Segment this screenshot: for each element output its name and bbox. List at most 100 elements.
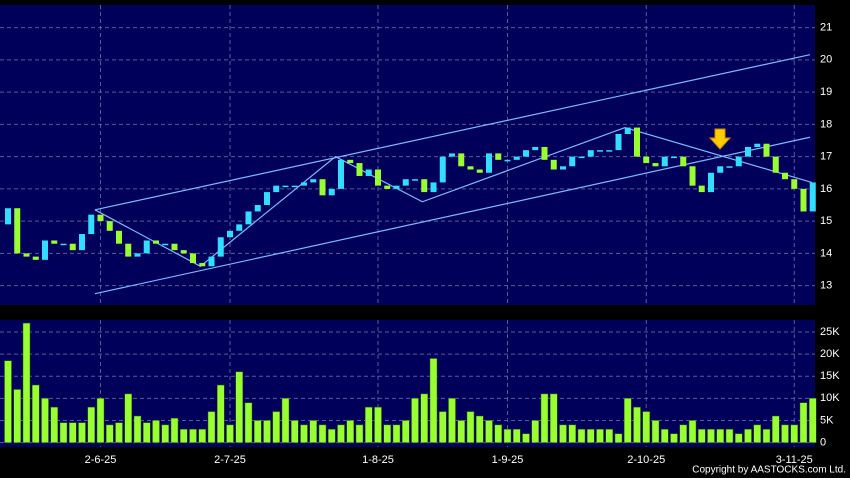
volume-bar (50, 406, 58, 443)
volume-bar (309, 420, 317, 443)
volume-bar (781, 424, 789, 443)
volume-bar (115, 422, 123, 443)
volume-bar (383, 424, 391, 443)
volume-bar (725, 429, 734, 443)
volume-bar (87, 406, 95, 443)
volume-bar (624, 398, 632, 443)
volume-bar (577, 429, 586, 443)
candle (458, 153, 465, 167)
volume-bar (152, 420, 160, 443)
volume-bar (411, 398, 419, 443)
volume-bar (596, 429, 604, 443)
candle (365, 169, 372, 176)
candle (513, 156, 520, 160)
y-tick-label: 19 (820, 86, 832, 98)
candle (745, 146, 751, 157)
candle (532, 146, 539, 151)
y-tick-label: 20 (820, 54, 832, 66)
candle (439, 156, 446, 183)
candle (97, 214, 104, 222)
candle (486, 153, 492, 173)
x-tick-label: 2-6-25 (85, 454, 117, 466)
candle (301, 182, 307, 186)
candle (735, 156, 742, 167)
candle (550, 159, 557, 170)
volume-bar (494, 424, 502, 443)
candle (597, 150, 603, 152)
volume-bar (716, 429, 724, 443)
x-tick-label: 2-10-25 (627, 454, 665, 466)
candle (402, 179, 409, 186)
candle (541, 146, 548, 160)
candle (717, 166, 724, 173)
candle (116, 230, 122, 244)
y-tick-label: 0 (820, 436, 826, 448)
y-tick-label: 14 (820, 247, 832, 259)
candle (800, 188, 807, 212)
candle (319, 179, 326, 196)
volume-bar (485, 420, 493, 443)
y-tick-label: 15 (820, 215, 832, 227)
volume-bar (587, 429, 595, 443)
candle (467, 166, 474, 170)
volume-bar (420, 393, 428, 443)
candle (698, 185, 705, 193)
volume-bar (809, 398, 817, 443)
volume-bar (198, 429, 206, 443)
candle (689, 166, 696, 186)
volume-bar (161, 424, 169, 443)
candle (236, 224, 243, 231)
candle (264, 192, 270, 205)
candle (578, 156, 585, 159)
candle (356, 163, 363, 176)
volume-bar (772, 415, 780, 443)
volume-bar (439, 411, 447, 443)
candle (282, 185, 289, 188)
plot-layer: 13 14 15 16 17 18 19 20 21 0 5K 10K 15K 20K 25K 2-6-25 2… (0, 5, 840, 466)
volume-bar (217, 384, 225, 443)
volume-bar (466, 411, 475, 443)
y-tick-label: 25K (820, 326, 840, 338)
volume-bar (254, 420, 262, 443)
volume-bar (642, 411, 650, 443)
volume-bar (540, 393, 549, 443)
volume-bar (679, 424, 687, 443)
volume-bar (69, 422, 77, 443)
candle (587, 150, 594, 157)
volume-bar (328, 429, 336, 443)
candle (245, 211, 252, 225)
candle (809, 182, 816, 212)
candle (504, 159, 511, 162)
candle (347, 159, 354, 164)
volume-bar (272, 411, 280, 443)
volume-bar (392, 424, 401, 443)
candle (338, 159, 344, 189)
candle (217, 237, 224, 257)
volume-bar (170, 417, 179, 443)
volume-bar (698, 429, 706, 443)
volume-bar (346, 420, 354, 443)
volume-bar (476, 415, 484, 443)
volume-bar (78, 422, 86, 443)
volume-bar (207, 411, 216, 443)
volume-bar (688, 420, 697, 443)
candle (69, 243, 76, 251)
volume-bar (661, 429, 669, 443)
volume-bar (96, 398, 105, 443)
candle (634, 127, 640, 157)
trend-line (94, 54, 811, 211)
candle (791, 179, 798, 189)
y-tick-label: 18 (820, 118, 832, 130)
candle (227, 230, 233, 238)
candle (42, 240, 48, 260)
volume-bar (318, 424, 327, 443)
volume-bar (753, 424, 761, 443)
volume-bar (189, 429, 197, 443)
volume-bar (355, 424, 364, 443)
candle (560, 166, 566, 170)
candle (23, 253, 30, 257)
volume-bar (281, 398, 290, 443)
trend-line (94, 136, 811, 295)
volume-bar (522, 433, 530, 443)
